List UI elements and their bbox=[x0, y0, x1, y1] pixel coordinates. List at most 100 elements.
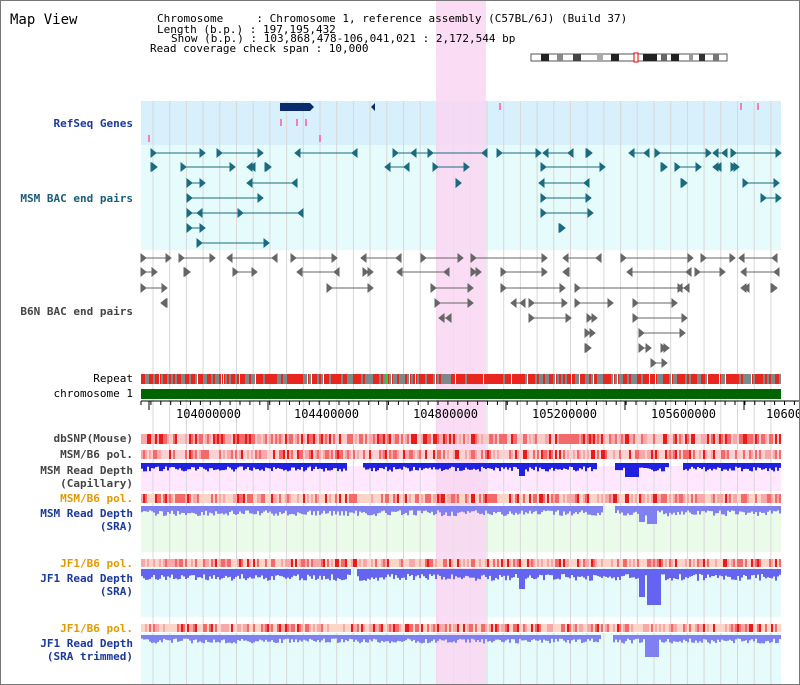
msm-b6-pol-cap-cell bbox=[351, 450, 353, 459]
msm-depth-cap-bar bbox=[263, 463, 265, 471]
track-label-jf1-depth-trim-1[interactable]: JF1 Read Depth bbox=[40, 637, 133, 650]
msm-b6-pol-sra-cell bbox=[285, 494, 287, 503]
msm-depth-sra-bar bbox=[401, 506, 403, 516]
jf1-depth-trim-bar bbox=[213, 635, 215, 640]
jf1-depth-trim-bar bbox=[355, 635, 357, 640]
track-label-msm-depth-cap-1[interactable]: MSM Read Depth bbox=[40, 464, 133, 477]
track-label-chromosome: chromosome 1 bbox=[53, 387, 133, 400]
track-label-dbsnp[interactable]: dbSNP(Mouse) bbox=[53, 432, 133, 445]
track-label-msm-bac[interactable]: MSM BAC end pairs bbox=[20, 192, 133, 205]
dbsnp-cell bbox=[389, 434, 391, 444]
track-label-msm-b6-pol-sra[interactable]: MSM/B6 pol. bbox=[60, 492, 133, 505]
jf1-b6-pol-sra-cell bbox=[645, 559, 647, 568]
msm-depth-cap-bar bbox=[527, 463, 529, 472]
msm-depth-cap-bar bbox=[595, 463, 597, 470]
jf1-depth-trim-bar bbox=[519, 635, 521, 639]
msm-depth-sra-bar bbox=[461, 506, 463, 512]
msm-b6-pol-cap-cell bbox=[539, 450, 541, 459]
msm-depth-sra-bar bbox=[593, 506, 595, 516]
jf1-b6-pol-trim-cell bbox=[493, 624, 495, 633]
jf1-b6-pol-sra-cell bbox=[579, 559, 581, 568]
msm-depth-sra-bar bbox=[459, 506, 461, 513]
msm-b6-pol-cap-cell bbox=[673, 450, 675, 459]
dbsnp-cell bbox=[561, 434, 563, 444]
msm-depth-cap-bar bbox=[207, 463, 209, 472]
msm-b6-pol-sra-cell bbox=[301, 494, 303, 503]
jf1-depth-sra-bar bbox=[357, 569, 359, 577]
msm-depth-cap-bar bbox=[447, 463, 449, 470]
msm-b6-pol-sra-cell bbox=[681, 494, 683, 503]
jf1-b6-pol-sra-cell bbox=[407, 559, 409, 568]
dbsnp-cell bbox=[707, 434, 709, 444]
repeat-gap bbox=[527, 374, 528, 384]
bac-end-arrow bbox=[663, 342, 670, 354]
jf1-depth-trim-bar bbox=[141, 635, 143, 639]
msm-depth-sra-bar bbox=[335, 506, 337, 515]
repeat-segment bbox=[673, 374, 675, 384]
msm-depth-sra-bar bbox=[197, 506, 199, 516]
jf1-depth-trim-bar bbox=[303, 635, 305, 640]
dbsnp-cell bbox=[449, 434, 451, 444]
jf1-depth-sra-bar bbox=[403, 569, 405, 578]
msm-depth-sra-bar bbox=[381, 506, 383, 512]
jf1-depth-trim-bar bbox=[299, 635, 301, 641]
refseq-gene-tick bbox=[296, 119, 298, 126]
msm-b6-pol-cap-cell bbox=[663, 450, 665, 459]
msm-b6-pol-sra-cell bbox=[249, 494, 251, 503]
msm-b6-pol-sra-cell bbox=[401, 494, 403, 503]
jf1-depth-sra-bar bbox=[213, 569, 215, 576]
jf1-depth-sra-bar bbox=[491, 569, 493, 581]
jf1-b6-pol-trim-cell bbox=[463, 624, 465, 633]
jf1-b6-pol-sra-cell bbox=[261, 559, 263, 568]
axis-tick-label-3: 105200000 bbox=[532, 407, 598, 421]
msm-depth-cap-bar bbox=[403, 463, 405, 467]
msm-depth-sra-bar bbox=[741, 506, 743, 512]
msm-depth-cap-bar bbox=[449, 463, 451, 469]
jf1-b6-pol-trim-cell bbox=[515, 624, 517, 633]
repeat-segment bbox=[175, 374, 177, 384]
jf1-depth-trim-bar bbox=[157, 635, 159, 643]
jf1-b6-pol-trim-cell bbox=[505, 624, 507, 633]
dbsnp-cell bbox=[485, 434, 487, 444]
msm-depth-cap-bar bbox=[311, 463, 313, 471]
jf1-b6-pol-sra-cell bbox=[683, 559, 685, 568]
bac-end-arrow bbox=[742, 177, 749, 189]
dbsnp-cell bbox=[503, 434, 505, 444]
dbsnp-cell bbox=[181, 434, 183, 444]
repeat-segment bbox=[251, 374, 253, 384]
jf1-depth-trim-bar bbox=[401, 635, 403, 642]
bac-end-arrow bbox=[420, 252, 427, 264]
msm-b6-pol-sra-cell bbox=[527, 494, 529, 503]
jf1-b6-pol-trim-cell bbox=[665, 624, 667, 633]
jf1-depth-sra-bar bbox=[595, 569, 597, 576]
track-label-jf1-b6-pol-sra[interactable]: JF1/B6 pol. bbox=[60, 557, 133, 570]
msm-depth-sra-bar bbox=[369, 506, 371, 516]
track-label-jf1-depth-sra-1[interactable]: JF1 Read Depth bbox=[40, 572, 133, 585]
jf1-depth-trim-bar bbox=[499, 635, 501, 641]
msm-depth-cap-bar bbox=[183, 463, 185, 472]
jf1-depth-trim-bar bbox=[161, 635, 163, 643]
msm-b6-pol-cap-cell bbox=[401, 450, 403, 459]
track-label-b6n-bac[interactable]: B6N BAC end pairs bbox=[20, 305, 133, 318]
track-label-msm-b6-pol-cap[interactable]: MSM/B6 pol. bbox=[60, 448, 133, 461]
jf1-b6-pol-trim-cell bbox=[703, 624, 705, 633]
jf1-b6-pol-sra-cell bbox=[675, 559, 677, 568]
msm-b6-pol-sra-cell bbox=[217, 494, 219, 503]
msm-b6-pol-cap-cell bbox=[481, 450, 483, 459]
msm-depth-cap-bar bbox=[269, 463, 271, 469]
msm-b6-pol-cap-cell bbox=[301, 450, 303, 459]
jf1-b6-pol-sra-cell bbox=[403, 559, 405, 568]
jf1-depth-trim-bar bbox=[435, 635, 437, 643]
dbsnp-cell bbox=[547, 434, 549, 444]
track-label-refseq[interactable]: RefSeq Genes bbox=[53, 117, 133, 130]
track-label-msm-depth-sra-1[interactable]: MSM Read Depth bbox=[40, 507, 133, 520]
msm-depth-cap-bar bbox=[683, 463, 685, 471]
msm-b6-pol-cap-cell bbox=[413, 450, 415, 459]
msm-depth-sra-bar bbox=[713, 506, 715, 516]
jf1-b6-pol-sra-cell bbox=[571, 559, 573, 568]
jf1-b6-pol-trim-cell bbox=[277, 624, 279, 633]
msm-depth-sra-bar bbox=[779, 506, 781, 514]
track-label-jf1-b6-pol-trim[interactable]: JF1/B6 pol. bbox=[60, 622, 133, 635]
repeat-segment bbox=[369, 374, 371, 384]
